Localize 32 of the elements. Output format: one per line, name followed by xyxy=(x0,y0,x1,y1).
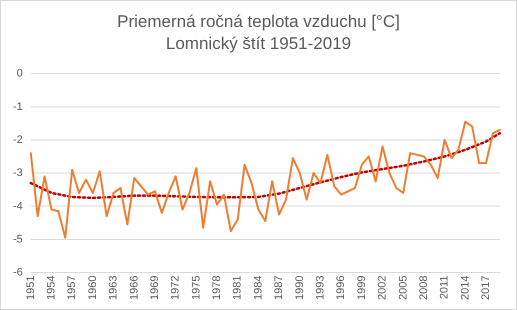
x-tick-label: 2005 xyxy=(397,276,410,300)
x-tick-label: 1954 xyxy=(46,276,58,300)
x-tick-label: 1972 xyxy=(170,276,182,300)
x-tick-label: 1999 xyxy=(356,276,368,300)
x-tick-label: 1987 xyxy=(273,276,286,300)
line-series xyxy=(30,132,502,200)
x-tick-label: 1978 xyxy=(211,276,224,300)
y-tick-label: -6 xyxy=(13,266,23,279)
y-tick-label: -2 xyxy=(13,134,23,146)
x-tick-label: 2014 xyxy=(459,276,472,300)
x-tick-label: 1975 xyxy=(190,276,202,300)
x-tick-label: 2011 xyxy=(438,276,451,300)
x-tick-label: 1996 xyxy=(335,276,348,300)
x-tick-label: 2008 xyxy=(418,276,430,300)
x-tick-label: 1990 xyxy=(294,276,306,300)
y-tick-label: -4 xyxy=(13,200,23,212)
x-tick-label: 1984 xyxy=(252,276,264,300)
x-tick-label: 1963 xyxy=(108,276,120,300)
x-tick-label: 1960 xyxy=(86,276,99,300)
x-tick-label: 1966 xyxy=(128,276,140,300)
x-tick-label: 1951 xyxy=(24,276,37,300)
y-tick-label: 0 xyxy=(16,68,23,80)
x-tick-label: 1993 xyxy=(314,276,326,300)
x-tick-label: 2002 xyxy=(376,276,389,300)
y-tick-label: -3 xyxy=(13,167,23,180)
x-tick-label: 1969 xyxy=(148,276,161,300)
chart-title: Priemerná ročná teplota vzduchu [°C] Lomnický štít 1951-2019 xyxy=(116,11,401,55)
x-tick-label: 1981 xyxy=(232,276,244,300)
x-tick-label: 2017 xyxy=(480,276,492,300)
y-tick-label: -5 xyxy=(13,233,23,246)
y-tick-label: -1 xyxy=(13,100,23,113)
x-tick-label: 1957 xyxy=(66,276,78,300)
